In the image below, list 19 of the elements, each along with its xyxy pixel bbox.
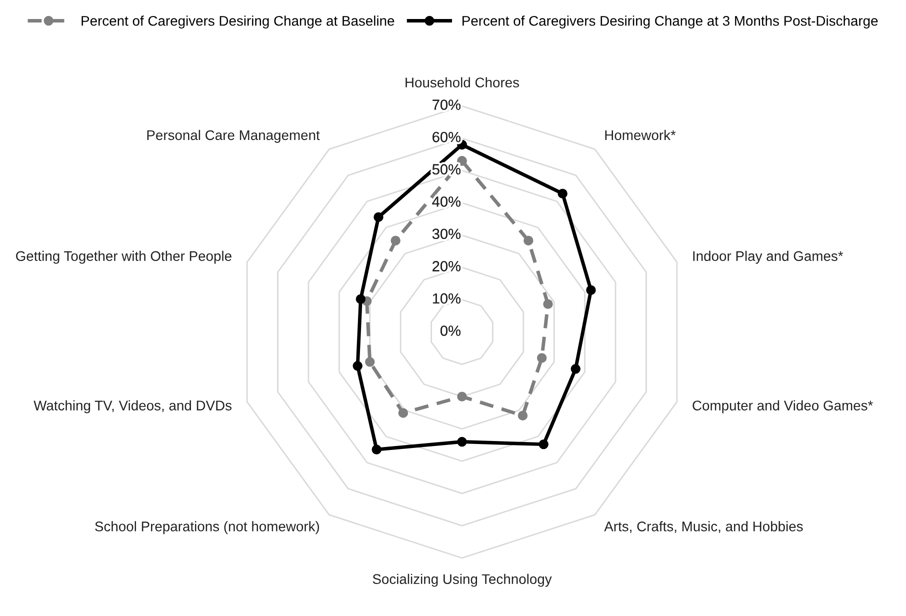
y-tick-label: 10% [432,293,461,304]
spoke-label: Personal Care Management [147,130,320,143]
spoke-label: Getting Together with Other People [16,250,232,264]
y-tick-label: 60% [432,132,461,142]
spoke-label: Arts, Crafts, Music, and Hobbies [604,521,803,534]
spoke-label: Watching TV, Videos, and DVDs [34,400,232,414]
y-tick-label: 20% [432,261,461,272]
legend-label: Percent of Caregivers Desiring Change at 3 Months Post-Discharge [462,16,878,29]
spoke-label: School Preparations (not homework) [95,521,320,534]
spoke-label: Household Chores [406,77,520,88]
y-tick-label: 0% [440,326,461,336]
spoke-label: Homework* [605,130,676,140]
legend-label: Percent of Caregivers Desiring Change at Baseline [82,16,394,29]
y-tick-label: 40% [432,196,461,207]
spoke-label: Socializing Using Technology [372,574,552,587]
y-tick-label: 30% [432,228,461,240]
y-tick-label: 70% [432,100,461,110]
spoke-label: Computer and Video Games* [692,400,873,414]
spoke-label: Indoor Play and Games* [693,250,844,264]
